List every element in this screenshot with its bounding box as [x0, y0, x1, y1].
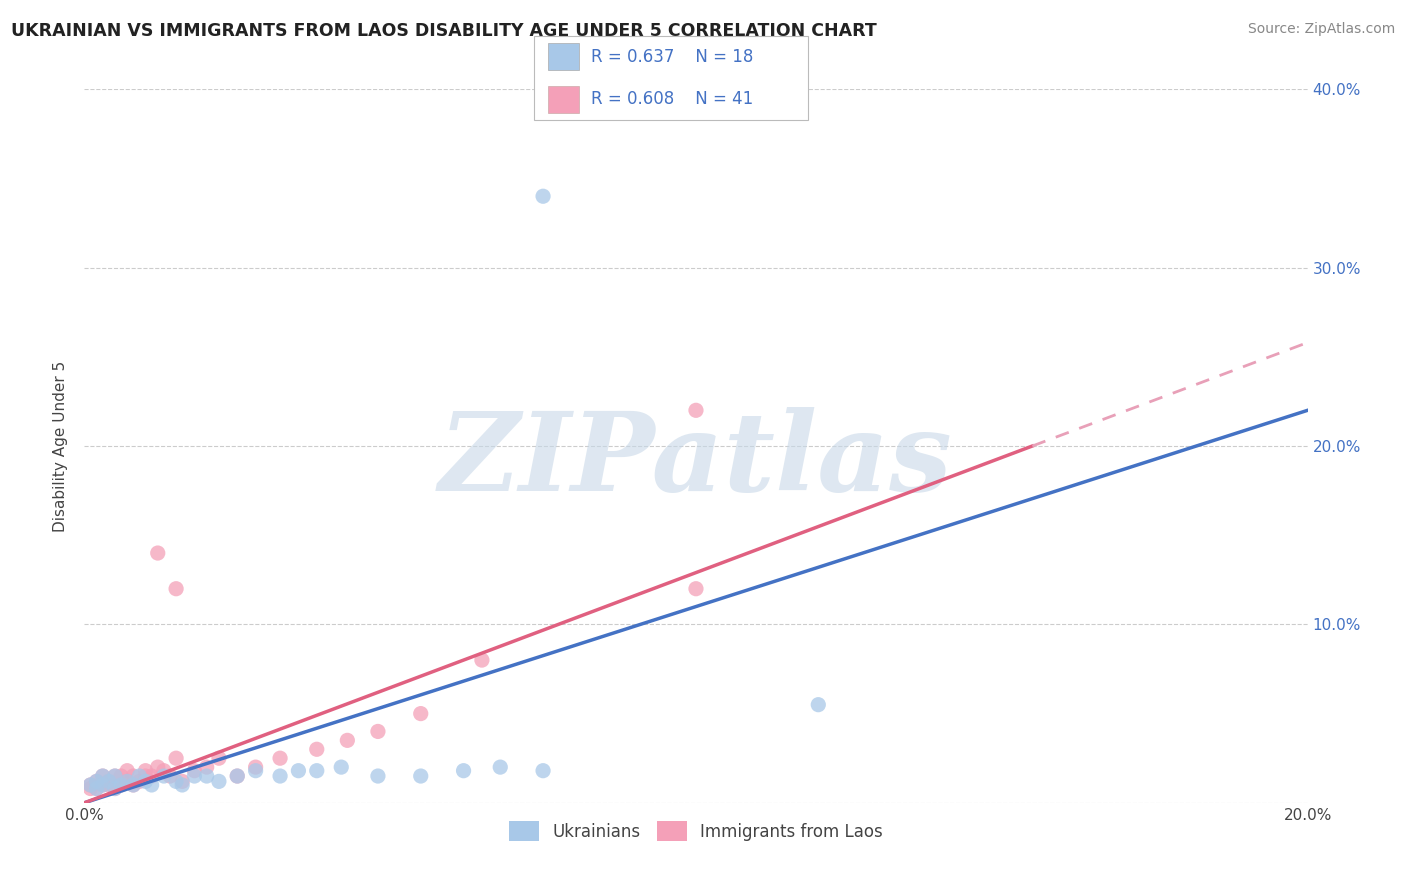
- Point: [122, 778, 145, 792]
- Point: [453, 764, 475, 778]
- Point: [110, 778, 132, 792]
- Text: R = 0.608    N = 41: R = 0.608 N = 41: [591, 90, 752, 108]
- Point: [128, 774, 150, 789]
- Point: [226, 769, 249, 783]
- Point: [195, 760, 218, 774]
- Point: [146, 760, 169, 774]
- Point: [172, 778, 194, 792]
- Point: [183, 769, 205, 783]
- Point: [79, 778, 101, 792]
- Point: [86, 774, 108, 789]
- Y-axis label: Disability Age Under 5: Disability Age Under 5: [53, 360, 69, 532]
- Point: [305, 764, 328, 778]
- Point: [91, 778, 114, 792]
- Point: [245, 764, 267, 778]
- Point: [531, 189, 554, 203]
- Point: [409, 706, 432, 721]
- Point: [153, 769, 176, 783]
- Point: [159, 769, 181, 783]
- Point: [685, 582, 707, 596]
- Point: [195, 769, 218, 783]
- Point: [110, 778, 132, 792]
- Point: [115, 774, 138, 789]
- Point: [409, 769, 432, 783]
- Point: [104, 781, 127, 796]
- Point: [336, 733, 359, 747]
- Point: [208, 774, 231, 789]
- Point: [330, 760, 353, 774]
- Point: [115, 774, 138, 789]
- Point: [104, 769, 127, 783]
- Point: [367, 769, 389, 783]
- Point: [104, 769, 127, 783]
- Point: [110, 769, 132, 783]
- Point: [86, 774, 108, 789]
- Point: [79, 778, 101, 792]
- Point: [91, 778, 114, 792]
- Point: [141, 778, 163, 792]
- Point: [269, 751, 291, 765]
- Point: [135, 769, 157, 783]
- Point: [367, 724, 389, 739]
- Point: [79, 781, 101, 796]
- Text: UKRAINIAN VS IMMIGRANTS FROM LAOS DISABILITY AGE UNDER 5 CORRELATION CHART: UKRAINIAN VS IMMIGRANTS FROM LAOS DISABI…: [11, 22, 877, 40]
- Legend: Ukrainians, Immigrants from Laos: Ukrainians, Immigrants from Laos: [502, 814, 890, 848]
- Point: [226, 769, 249, 783]
- Point: [128, 769, 150, 783]
- Point: [685, 403, 707, 417]
- Text: ZIPatlas: ZIPatlas: [439, 407, 953, 514]
- Point: [305, 742, 328, 756]
- Point: [135, 764, 157, 778]
- Point: [97, 778, 120, 792]
- Point: [153, 764, 176, 778]
- Point: [91, 769, 114, 783]
- Point: [489, 760, 512, 774]
- Point: [471, 653, 494, 667]
- Point: [115, 764, 138, 778]
- Point: [86, 781, 108, 796]
- Point: [531, 764, 554, 778]
- Point: [172, 774, 194, 789]
- Point: [135, 774, 157, 789]
- Point: [269, 769, 291, 783]
- Point: [165, 582, 187, 596]
- Point: [91, 769, 114, 783]
- Point: [146, 546, 169, 560]
- Point: [183, 764, 205, 778]
- Point: [122, 778, 145, 792]
- Point: [86, 781, 108, 796]
- Point: [165, 751, 187, 765]
- Point: [287, 764, 309, 778]
- Point: [122, 769, 145, 783]
- Point: [807, 698, 830, 712]
- Point: [141, 769, 163, 783]
- Text: R = 0.637    N = 18: R = 0.637 N = 18: [591, 48, 752, 66]
- Text: Source: ZipAtlas.com: Source: ZipAtlas.com: [1247, 22, 1395, 37]
- Point: [97, 774, 120, 789]
- Point: [165, 774, 187, 789]
- Point: [97, 774, 120, 789]
- Point: [245, 760, 267, 774]
- Point: [104, 781, 127, 796]
- Point: [208, 751, 231, 765]
